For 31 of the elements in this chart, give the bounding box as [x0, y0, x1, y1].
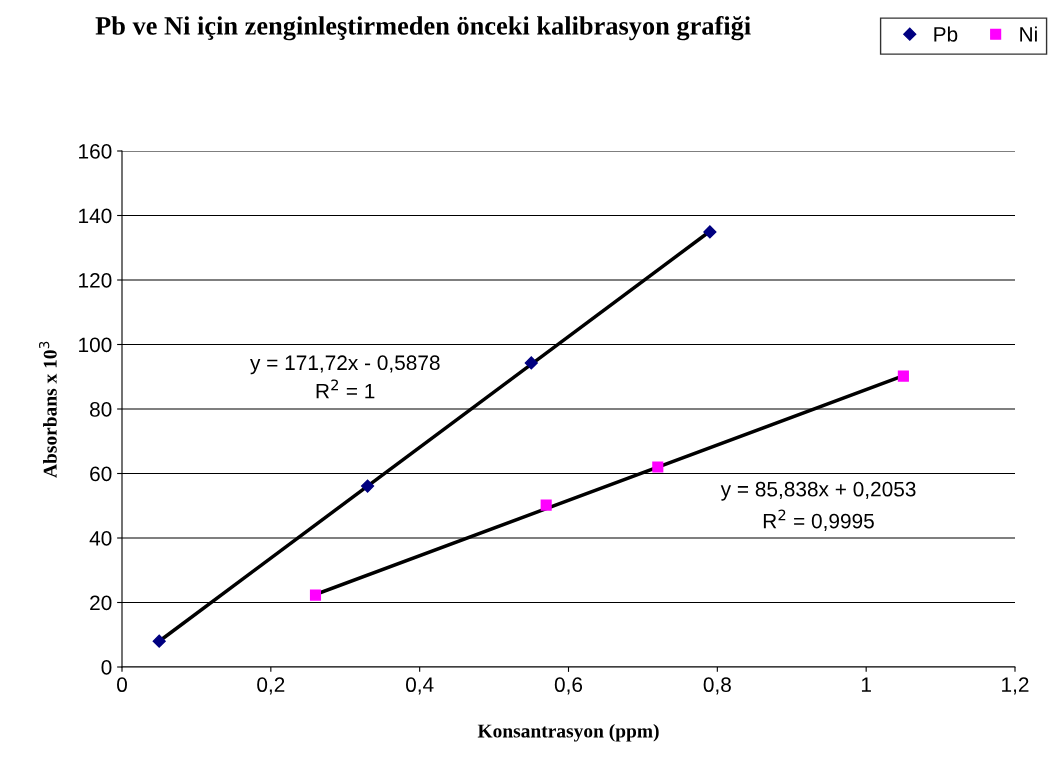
point: [524, 356, 538, 370]
y-tick-label: 120: [79, 273, 112, 288]
x-tick-label: 1: [861, 677, 871, 692]
y-tick-label: 140: [79, 208, 112, 224]
y-tick-label: 160: [79, 144, 112, 159]
x-tick-label: 0: [117, 677, 127, 693]
point: [652, 461, 664, 473]
y-tick-label: 100: [79, 337, 112, 353]
point: [540, 499, 552, 511]
annotation: y = 171,72x - 0,5878 R$^{2}$ = 1: [250, 355, 440, 399]
y-tick-label: 0: [101, 660, 112, 675]
x-tick-label: 0,6: [554, 677, 583, 695]
point: [897, 370, 909, 382]
point: [703, 225, 717, 239]
x-tick-label: 0,4: [406, 677, 434, 695]
y-tick-label: 40: [89, 531, 112, 546]
y-tick-label: 60: [90, 466, 112, 482]
y-tick-label: 20: [90, 595, 112, 611]
x-tick-label: 0,2: [257, 677, 285, 695]
legend-label: Pb: [934, 26, 958, 42]
legend-label: Ni: [1020, 26, 1037, 42]
point: [152, 634, 166, 648]
point: [309, 589, 322, 601]
x-tick-label: 0,8: [703, 677, 731, 695]
annotation: y = 85,838x + 0,2053 R$^{2}$ = 0,9995: [720, 481, 916, 531]
chart-title: Pb ve Ni için zenginleştirmeden önceki kalibrasyon grafiği: [95, 15, 751, 41]
x-tick-label: 1,2: [1002, 677, 1029, 695]
y-axis-title: Absorbans x 10$^{3}$: [39, 341, 57, 478]
y-tick-label: 80: [90, 402, 112, 417]
point: [360, 479, 375, 493]
x-axis-title: Konsantrasyon (ppm): [477, 723, 659, 742]
